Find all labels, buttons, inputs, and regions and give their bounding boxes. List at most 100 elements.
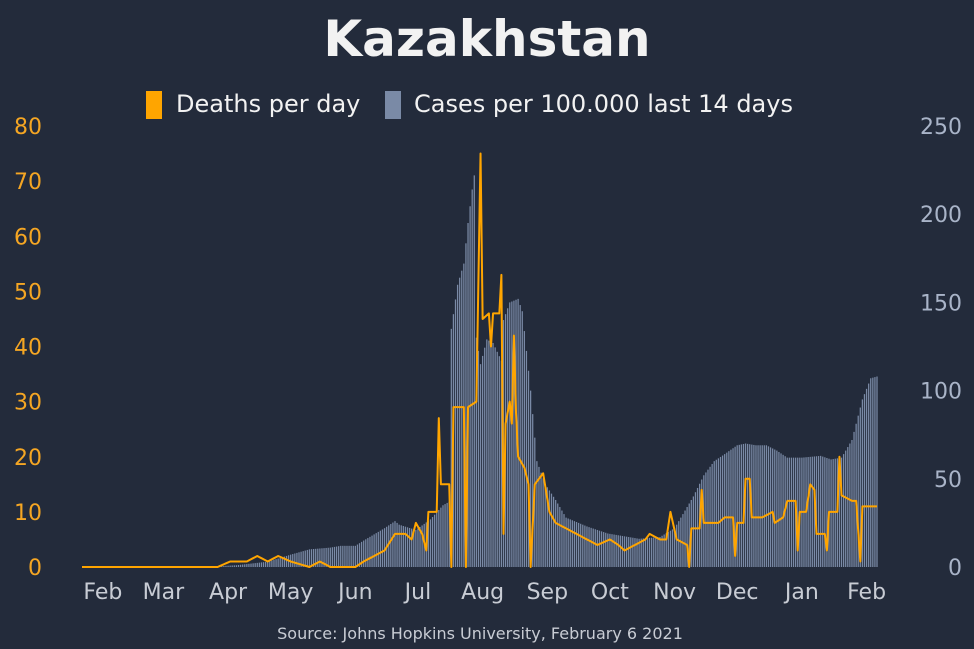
cases-bar xyxy=(619,535,621,567)
cases-bar xyxy=(390,523,392,567)
cases-bar xyxy=(369,536,371,567)
cases-bar xyxy=(859,407,861,567)
cases-bar xyxy=(239,564,242,567)
cases-bar xyxy=(354,545,356,567)
cases-bar xyxy=(786,457,788,567)
cases-bar xyxy=(340,545,342,567)
cases-bar xyxy=(427,520,429,567)
cases-bar xyxy=(479,364,482,567)
cases-bar xyxy=(536,461,538,567)
cases-bar xyxy=(473,175,475,567)
y-left-tick-label: 60 xyxy=(14,225,42,250)
cases-bar xyxy=(849,443,851,567)
cases-bar xyxy=(755,445,757,567)
cases-bar xyxy=(411,528,413,567)
cases-bar xyxy=(853,431,855,567)
cases-bar xyxy=(492,342,494,567)
cases-bar xyxy=(442,505,444,567)
cases-bar xyxy=(260,562,263,567)
cases-bar xyxy=(507,308,509,567)
cases-bar xyxy=(628,537,630,567)
cases-bar xyxy=(842,454,845,567)
y-right-tick-label: 200 xyxy=(920,203,962,228)
cases-bar xyxy=(406,527,409,567)
cases-bar xyxy=(596,529,599,567)
cases-bar xyxy=(590,527,592,567)
cases-bar xyxy=(550,493,553,567)
x-tick-label: Mar xyxy=(143,580,185,605)
cases-bar xyxy=(772,448,774,567)
cases-bar xyxy=(379,530,382,567)
cases-bar xyxy=(408,527,411,567)
cases-bar xyxy=(277,558,279,567)
cases-bar xyxy=(617,535,619,567)
cases-bar xyxy=(555,499,557,567)
cases-bar xyxy=(275,559,277,567)
cases-bar xyxy=(221,566,223,567)
cases-bar xyxy=(780,453,782,567)
cases-bar xyxy=(876,376,878,567)
cases-bar xyxy=(655,537,657,567)
cases-bar xyxy=(494,347,496,567)
cases-bar xyxy=(517,298,519,567)
cases-bar xyxy=(312,549,315,567)
cases-bar xyxy=(717,458,720,567)
x-tick-label: May xyxy=(268,580,313,605)
cases-bar xyxy=(640,538,642,567)
cases-bar xyxy=(235,565,238,567)
cases-bar xyxy=(582,524,584,567)
cases-bar xyxy=(724,454,726,567)
cases-bar xyxy=(223,565,225,567)
cases-bar xyxy=(444,504,446,567)
cases-bar xyxy=(682,514,684,567)
cases-bar xyxy=(792,457,795,567)
cases-bar xyxy=(648,537,651,567)
cases-bar xyxy=(392,522,394,567)
cases-bar xyxy=(686,507,688,567)
cases-bar xyxy=(607,533,609,567)
cases-bar xyxy=(461,270,463,567)
cases-bar xyxy=(542,478,544,567)
cases-bar xyxy=(327,547,329,567)
cases-bar xyxy=(671,529,674,567)
cases-bar xyxy=(434,514,436,567)
cases-bar xyxy=(769,447,772,567)
cases-bar xyxy=(763,445,765,567)
cases-bar xyxy=(651,537,653,567)
cases-bar xyxy=(573,521,576,567)
cases-bar xyxy=(863,394,866,567)
cases-bar xyxy=(707,469,709,567)
legend-label-cases: Cases per 100.000 last 14 days xyxy=(414,90,793,118)
cases-bar xyxy=(826,457,828,567)
cases-bar xyxy=(338,546,340,567)
cases-bar xyxy=(642,538,644,567)
cases-bar xyxy=(847,447,849,567)
cases-bar xyxy=(300,551,302,567)
legend-swatch-cases xyxy=(385,91,401,119)
cases-bar xyxy=(811,456,813,567)
cases-bar xyxy=(623,536,626,567)
cases-bar xyxy=(258,562,260,567)
cases-bar xyxy=(292,554,294,567)
cases-bar xyxy=(456,284,459,567)
cases-bar xyxy=(304,550,306,567)
cases-bar xyxy=(561,510,563,567)
cases-bar xyxy=(807,457,809,567)
cases-bar xyxy=(815,456,818,567)
cases-bar xyxy=(342,545,344,567)
cases-bar xyxy=(317,548,319,567)
cases-bar xyxy=(365,539,367,567)
legend: Deaths per day Cases per 100.000 last 14… xyxy=(146,90,793,119)
y-right-tick-label: 250 xyxy=(920,115,962,140)
cases-bar xyxy=(279,557,281,567)
cases-bar xyxy=(419,526,421,567)
cases-bar xyxy=(448,501,450,567)
cases-bar xyxy=(498,356,500,567)
cases-bar xyxy=(832,459,834,567)
cases-bar xyxy=(525,350,528,567)
cases-bar xyxy=(790,457,793,567)
cases-bar xyxy=(436,512,438,567)
cases-bar xyxy=(625,536,628,567)
cases-bar xyxy=(530,390,532,567)
cases-bar xyxy=(454,299,457,567)
